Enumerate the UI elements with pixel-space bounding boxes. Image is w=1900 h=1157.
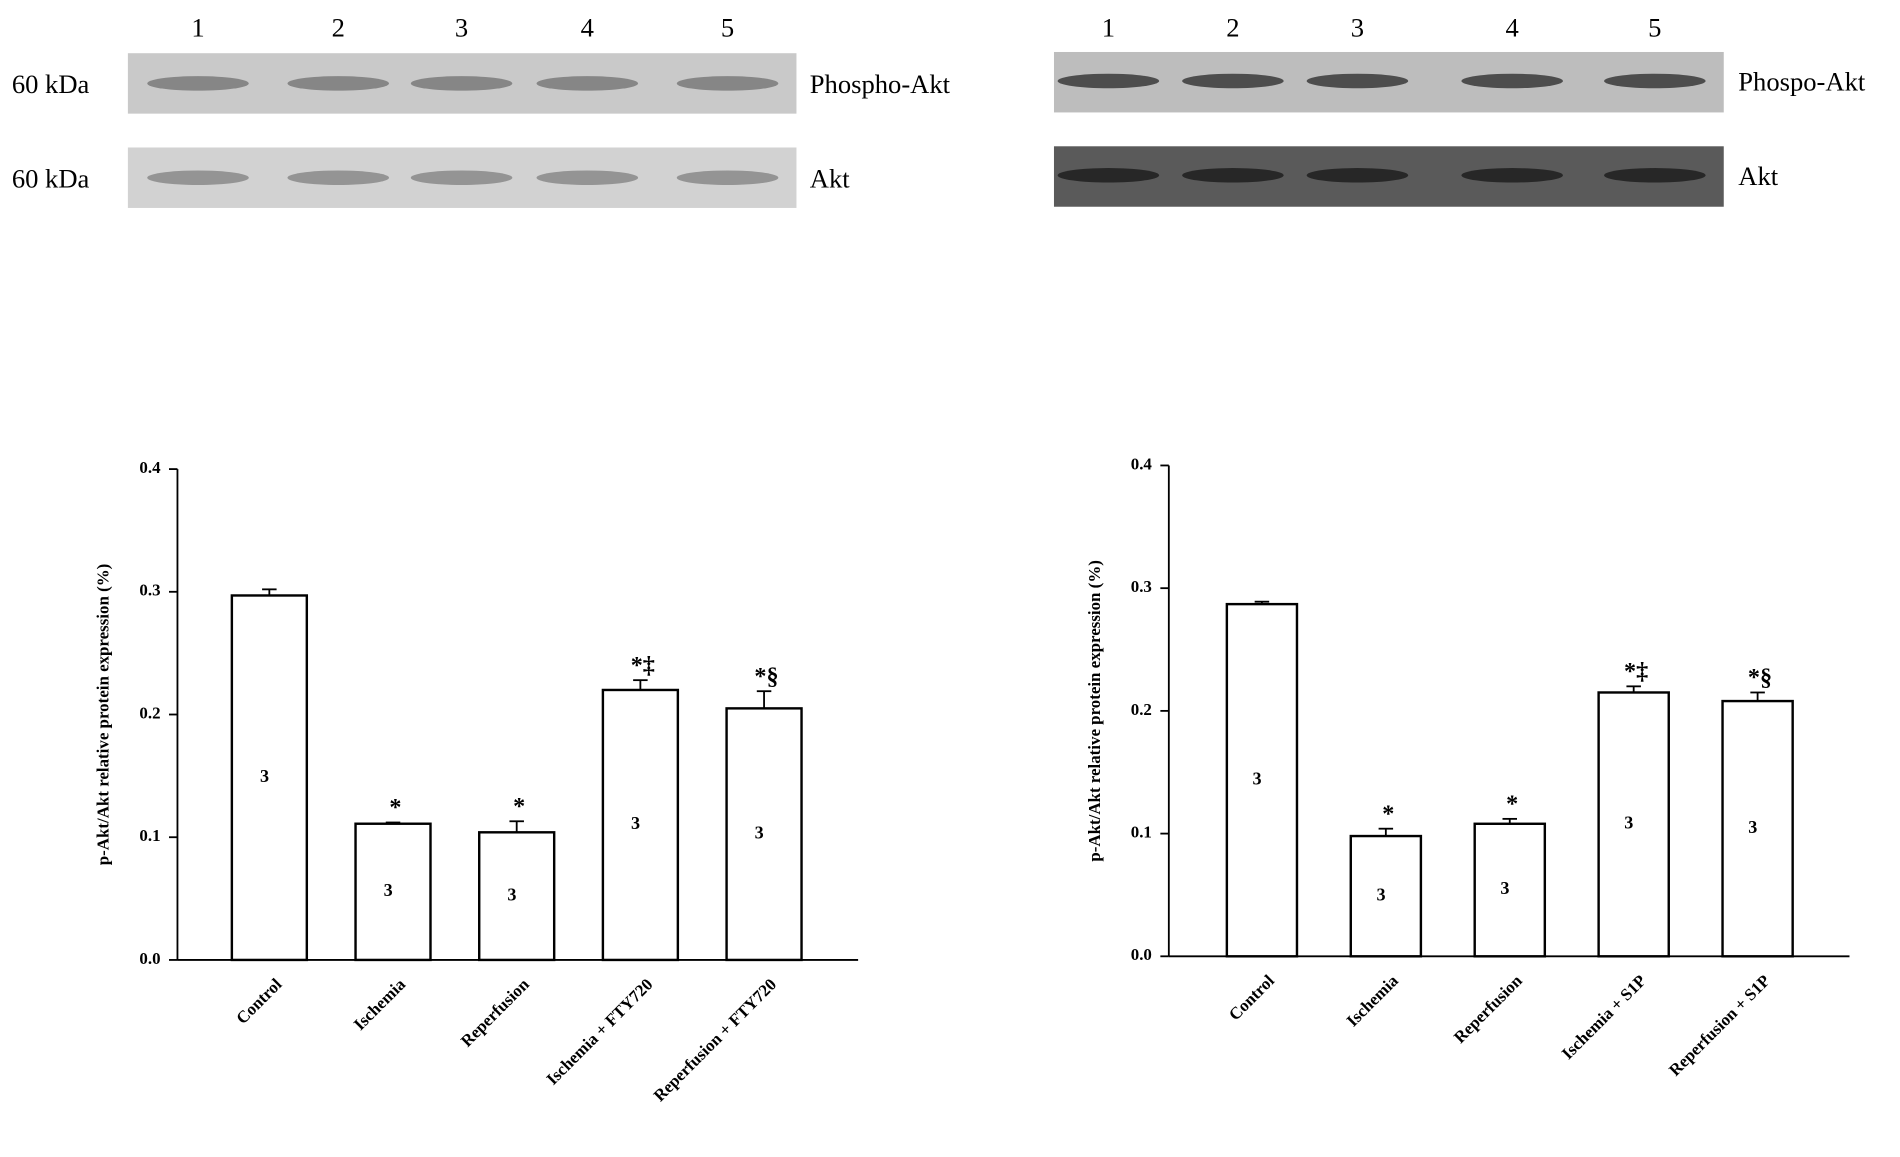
- bar: [1349, 834, 1423, 958]
- y-tick-label: 0.4: [139, 458, 161, 477]
- lane-number: 2: [1226, 12, 1239, 42]
- bar: [1225, 602, 1299, 958]
- n-label: 3: [507, 884, 516, 904]
- significance-label: *‡: [631, 652, 655, 679]
- y-tick-label: 0.0: [139, 949, 160, 968]
- y-tick-label: 0.3: [139, 581, 160, 600]
- blot-label: Akt: [810, 163, 850, 193]
- bar: [230, 594, 309, 962]
- significance-label: *: [389, 794, 401, 821]
- n-label: 3: [1376, 884, 1385, 904]
- x-tick-label: Ischemia + FTY720: [543, 975, 657, 1089]
- y-axis-title: p-Akt/Akt relative protein expression (%…: [1085, 560, 1104, 861]
- band: [147, 76, 249, 91]
- lane-number: 5: [1648, 12, 1661, 42]
- x-tick-label: Ischemia: [1343, 971, 1403, 1031]
- band: [536, 170, 639, 185]
- lane-number: 4: [581, 12, 594, 42]
- band: [287, 76, 390, 91]
- y-tick-label: 0.4: [1131, 454, 1153, 473]
- band: [1057, 73, 1160, 89]
- n-label: 3: [631, 813, 640, 833]
- bar: [725, 707, 803, 962]
- n-label: 3: [1624, 813, 1633, 833]
- significance-label: *: [1506, 791, 1518, 818]
- blot-label: Akt: [1738, 161, 1778, 191]
- bar: [1597, 691, 1670, 958]
- bar: [1721, 699, 1794, 958]
- n-label: 3: [260, 766, 269, 786]
- significance-label: *: [513, 793, 525, 820]
- blot-label: Phospo-Akt: [1738, 67, 1866, 97]
- band: [1461, 73, 1563, 89]
- x-tick-label: Reperfusion: [1450, 971, 1526, 1047]
- n-label: 3: [1748, 817, 1757, 837]
- band: [1306, 168, 1409, 183]
- y-tick-label: 0.2: [1131, 700, 1152, 719]
- y-tick-label: 0.1: [139, 826, 160, 845]
- y-tick-label: 0.2: [139, 703, 160, 722]
- x-tick-label: Ischemia + S1P: [1558, 971, 1650, 1063]
- significance-label: *‡: [1624, 658, 1648, 685]
- significance-label: *: [1382, 800, 1394, 827]
- lane-number: 2: [332, 12, 345, 42]
- band: [1182, 73, 1284, 89]
- bar: [478, 831, 556, 962]
- lane-number: 3: [455, 12, 468, 42]
- band: [147, 170, 249, 185]
- x-tick-label: Control: [232, 975, 285, 1028]
- band: [1604, 168, 1706, 183]
- band: [536, 76, 639, 91]
- band: [1306, 73, 1409, 89]
- lane-number: 1: [1102, 12, 1115, 42]
- band: [410, 76, 513, 91]
- lane-number: 1: [191, 12, 204, 42]
- bar: [354, 822, 432, 962]
- significance-label: *§: [1748, 664, 1772, 691]
- y-tick-label: 0.0: [1131, 945, 1152, 964]
- blot-label: Phospho-Akt: [810, 69, 951, 99]
- band: [1182, 168, 1284, 183]
- x-tick-label: Reperfusion + S1P: [1665, 971, 1774, 1080]
- significance-label: *§: [754, 663, 778, 690]
- band: [676, 170, 779, 185]
- bar: [1473, 822, 1547, 958]
- size-marker: 60 kDa: [12, 163, 90, 193]
- bar: [601, 688, 680, 962]
- x-tick-label: Reperfusion + FTY720: [650, 975, 780, 1105]
- y-axis-title: p-Akt/Akt relative protein expression (%…: [94, 564, 113, 865]
- band: [410, 170, 513, 185]
- y-tick-label: 0.1: [1131, 822, 1152, 841]
- band: [287, 170, 390, 185]
- x-tick-label: Ischemia: [350, 974, 410, 1034]
- lane-number: 3: [1351, 12, 1364, 42]
- y-tick-label: 0.3: [1131, 577, 1152, 596]
- n-label: 3: [1253, 768, 1262, 788]
- band: [1461, 168, 1563, 183]
- n-label: 3: [1500, 878, 1509, 898]
- lane-number: 5: [721, 12, 734, 42]
- lane-number: 4: [1506, 12, 1519, 42]
- band: [1604, 73, 1706, 89]
- band: [676, 76, 779, 91]
- x-tick-label: Control: [1225, 971, 1278, 1024]
- size-marker: 60 kDa: [12, 69, 90, 99]
- n-label: 3: [384, 880, 393, 900]
- band: [1057, 168, 1160, 183]
- n-label: 3: [755, 822, 764, 842]
- x-tick-label: Reperfusion: [457, 974, 533, 1050]
